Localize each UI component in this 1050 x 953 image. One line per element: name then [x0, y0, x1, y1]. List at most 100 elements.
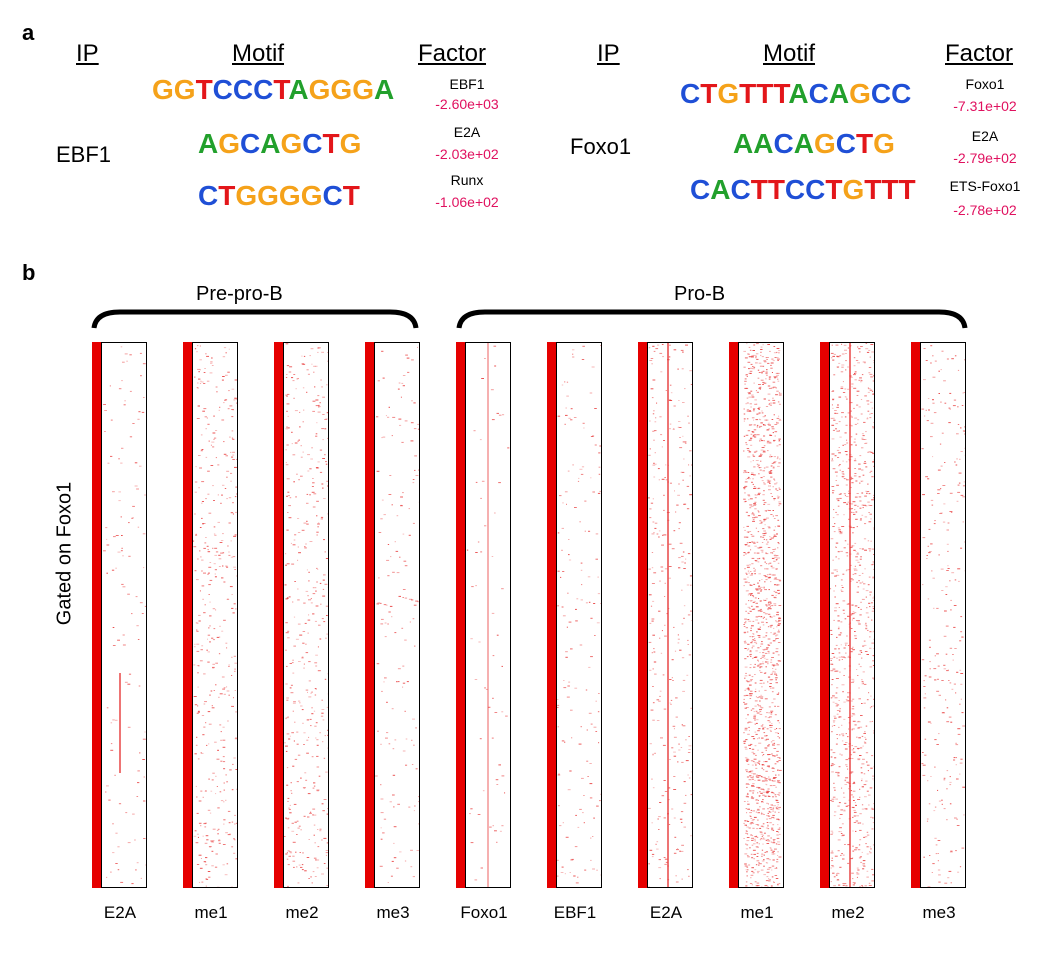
signal-speckle: [284, 584, 287, 586]
signal-speckle: [778, 737, 781, 739]
signal-speckle: [859, 813, 862, 815]
signal-speckle: [964, 430, 965, 432]
signal-speckle: [768, 644, 771, 646]
signal-speckle: [747, 353, 750, 355]
signal-speckle: [938, 554, 940, 556]
signal-speckle: [312, 478, 314, 479]
signal-speckle: [777, 562, 780, 564]
signal-speckle: [227, 408, 230, 410]
signal-speckle: [774, 357, 777, 358]
signal-speckle: [561, 866, 564, 868]
signal-speckle: [962, 786, 965, 788]
signal-speckle: [129, 436, 133, 438]
signal-speckle: [845, 733, 847, 735]
signal-speckle: [751, 844, 754, 846]
signal-speckle: [661, 446, 663, 448]
signal-speckle: [748, 451, 752, 453]
signal-speckle: [296, 834, 298, 835]
signal-speckle: [222, 565, 224, 567]
signal-speckle: [580, 599, 583, 601]
signal-speckle: [844, 748, 848, 750]
signal-speckle: [202, 835, 204, 837]
signal-speckle: [870, 695, 872, 697]
signal-speckle: [755, 775, 757, 777]
signal-speckle: [194, 570, 197, 572]
signal-speckle: [212, 666, 215, 668]
signal-speckle: [415, 768, 418, 770]
signal-speckle: [852, 751, 856, 753]
signal-speckle: [755, 696, 757, 698]
signal-speckle: [870, 808, 874, 810]
signal-speckle: [223, 441, 225, 443]
signal-speckle: [778, 623, 781, 625]
signal-speckle: [678, 522, 681, 524]
signal-speckle: [195, 842, 199, 844]
signal-speckle: [745, 403, 747, 405]
signal-speckle: [865, 622, 867, 624]
signal-speckle: [959, 703, 961, 705]
signal-speckle: [833, 353, 836, 355]
signal-speckle: [870, 401, 873, 403]
signal-speckle: [841, 656, 843, 658]
signal-speckle: [836, 873, 838, 875]
signal-speckle: [764, 739, 768, 741]
signal-speckle: [683, 617, 685, 619]
signal-speckle: [871, 351, 874, 353]
signal-speckle: [212, 432, 216, 434]
signal-speckle: [957, 733, 961, 735]
signal-speckle: [758, 737, 760, 739]
signal-speckle: [771, 419, 774, 420]
signal-speckle: [754, 494, 756, 496]
signal-speckle: [748, 674, 751, 676]
signal-speckle: [321, 428, 325, 430]
signal-speckle: [751, 394, 754, 396]
signal-speckle: [321, 483, 324, 485]
signal-speckle: [853, 407, 855, 409]
signal-speckle: [207, 638, 208, 640]
signal-speckle: [841, 471, 844, 472]
signal-speckle: [855, 433, 858, 435]
signal-speckle: [760, 453, 762, 455]
signal-speckle: [778, 782, 781, 784]
signal-speckle: [759, 706, 762, 708]
signal-speckle: [286, 563, 290, 565]
signal-speckle: [744, 387, 747, 389]
signal-speckle: [570, 648, 573, 650]
signal-speckle: [301, 869, 304, 871]
signal-speckle: [232, 556, 236, 558]
signal-speckle: [294, 821, 297, 823]
signal-speckle: [763, 859, 765, 861]
signal-speckle: [767, 720, 770, 722]
signal-speckle: [315, 467, 318, 468]
signal-speckle: [584, 530, 586, 532]
signal-speckle: [297, 559, 299, 561]
signal-speckle: [758, 515, 761, 517]
signal-speckle: [769, 729, 772, 731]
signal-speckle: [673, 626, 675, 628]
signal-speckle: [774, 732, 778, 734]
signal-speckle: [941, 680, 944, 681]
signal-speckle: [298, 661, 301, 662]
signal-speckle: [847, 700, 850, 701]
signal-speckle: [569, 872, 571, 873]
signal-speckle: [213, 690, 215, 691]
signal-speckle: [956, 671, 959, 673]
signal-speckle: [326, 480, 328, 482]
signal-speckle: [236, 788, 237, 790]
signal-speckle: [648, 454, 651, 456]
signal-speckle: [400, 504, 403, 506]
signal-speckle: [310, 602, 313, 604]
signal-speckle: [850, 648, 853, 650]
signal-speckle: [872, 705, 874, 707]
signal-speckle: [841, 740, 844, 742]
signal-speckle: [691, 620, 692, 622]
signal-speckle: [122, 361, 125, 363]
signal-speckle: [295, 496, 297, 498]
signal-speckle: [846, 700, 849, 702]
signal-speckle: [203, 408, 207, 410]
motif-letter: C: [302, 128, 323, 159]
signal-speckle: [668, 759, 671, 760]
signal-speckle: [776, 808, 780, 810]
signal-speckle: [857, 869, 860, 871]
signal-speckle: [775, 635, 777, 637]
